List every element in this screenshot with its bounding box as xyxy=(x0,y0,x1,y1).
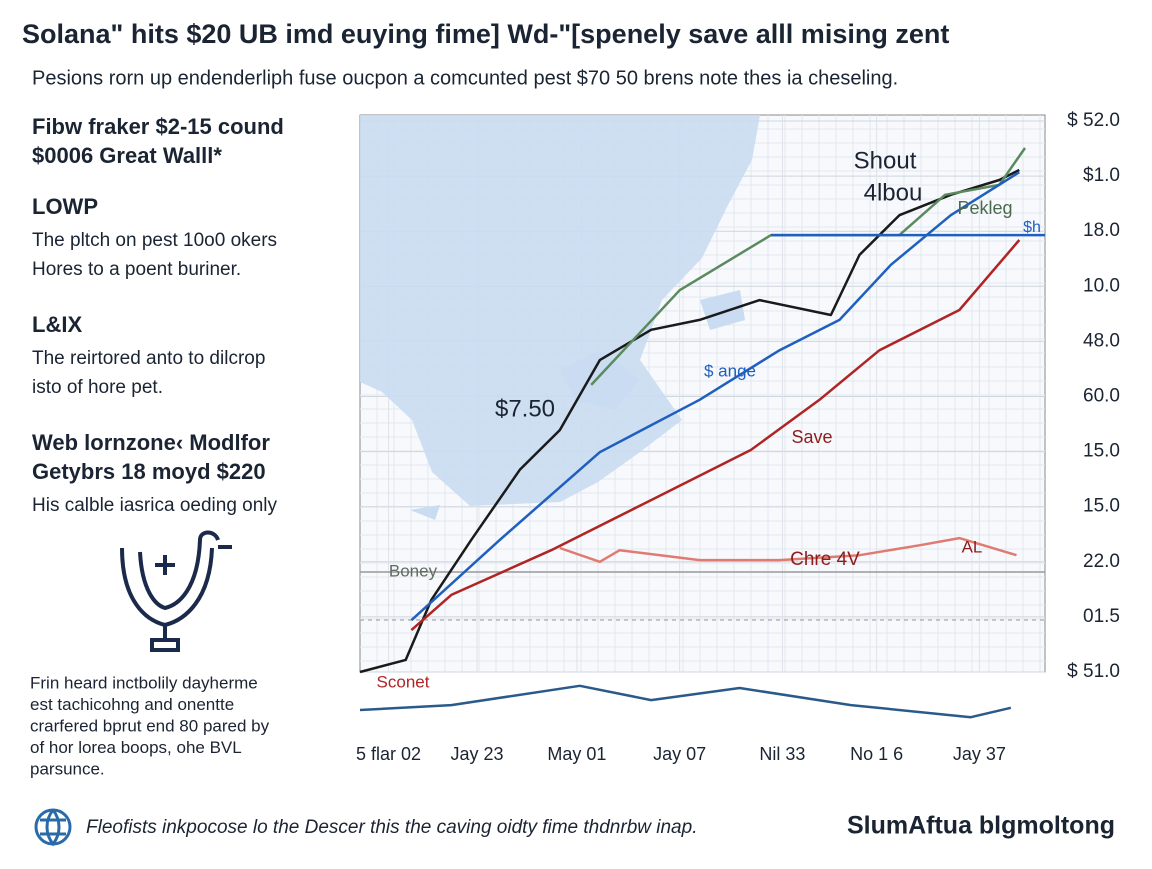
y-tick-label: 22.0 xyxy=(1083,551,1120,572)
series-line xyxy=(410,171,1020,622)
sidebar-heading: LOWP xyxy=(32,194,98,219)
sidebar-note: parsunce. xyxy=(30,759,105,778)
sidebar-note: of hor lorea boops, ohe BVL xyxy=(30,738,242,757)
sidebar-text: The pltch on pest 10o0 okers xyxy=(32,230,277,251)
title: Solana" hits $20 UB imd euying fime] Wd-… xyxy=(22,19,949,49)
footer-text: Fleofists inkpocose lo the Descer this t… xyxy=(86,817,697,838)
map-islands xyxy=(410,290,745,520)
y-tick-label: 15.0 xyxy=(1083,496,1120,517)
sidebar-heading: Web lornzone‹ Modlfor xyxy=(32,430,270,455)
brand: SlumAftua blgmoltong xyxy=(847,812,1115,840)
sidebar-heading: Fibw fraker $2-15 cound xyxy=(32,114,284,139)
annotation: Boney xyxy=(389,561,438,580)
x-tick-label: Jay 23 xyxy=(450,744,503,764)
y-tick-label: 15.0 xyxy=(1083,441,1120,462)
annotation: Sconet xyxy=(377,672,430,691)
annotation: AL xyxy=(962,537,983,556)
y-tick-label: $ 52.0 xyxy=(1067,110,1120,131)
sidebar-text: The reirtored anto to dilcrop xyxy=(32,348,265,369)
y-tick-label: 10.0 xyxy=(1083,275,1120,296)
annotation: Save xyxy=(791,427,832,447)
map-region xyxy=(360,115,760,506)
x-tick-label: No 1 6 xyxy=(850,744,903,764)
y-tick-label: 60.0 xyxy=(1083,386,1120,407)
sidebar-text: His calble iasrica oeding only xyxy=(32,495,278,516)
y-tick-label: $ 51.0 xyxy=(1067,661,1120,682)
annotation: Pekleg xyxy=(957,198,1012,218)
sidebar-heading: Getybrs 18 moyd $220 xyxy=(32,459,266,484)
annotation: $7.50 xyxy=(495,395,555,422)
sidebar-heading: $0006 Great Walll* xyxy=(32,143,222,168)
annotation: $ ange xyxy=(704,361,756,380)
annotation: 4lbou xyxy=(864,179,923,206)
sidebar-text: isto of hore pet. xyxy=(32,377,163,398)
x-tick-label: Jay 37 xyxy=(953,744,1006,764)
subtitle: Pesions rorn up endenderliph fuse oucpon… xyxy=(32,67,898,89)
sidebar-note: crarfered bprut end 80 pared by xyxy=(30,716,270,735)
annotation: Chre 4V xyxy=(790,549,860,570)
sidebar-heading: L&IX xyxy=(32,312,82,337)
y-tick-label: 48.0 xyxy=(1083,330,1120,351)
x-tick-label: May 01 xyxy=(547,744,606,764)
sidebar-text: Hores to a poent buriner. xyxy=(32,259,241,280)
y-tick-label: 18.0 xyxy=(1083,220,1120,241)
trophy-icon xyxy=(120,530,232,652)
series-line xyxy=(359,684,1012,719)
annotation: Shout xyxy=(854,147,917,174)
x-tick-label: Nil 33 xyxy=(759,744,805,764)
annotation: $h xyxy=(1023,219,1041,236)
sidebar-note: est tachicohng and onentte xyxy=(30,695,234,714)
footer-icon xyxy=(34,808,72,847)
series-line xyxy=(559,536,1017,564)
x-tick-label: Jay 07 xyxy=(653,744,706,764)
series-line xyxy=(359,168,1020,674)
y-tick-label: $1.0 xyxy=(1083,165,1120,186)
sidebar-note: Frin heard inctbolily dayherme xyxy=(30,673,258,692)
x-tick-label: 5 flar 02 xyxy=(356,744,421,764)
y-tick-label: 01.5 xyxy=(1083,606,1120,627)
series-line xyxy=(410,239,1021,632)
